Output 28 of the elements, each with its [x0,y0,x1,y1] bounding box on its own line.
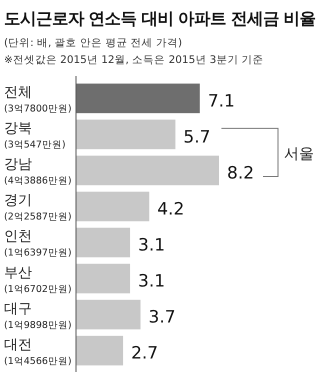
data-label: 5.7 [183,127,210,148]
chart-title: 도시근로자 연소득 대비 아파트 전세금 비율 [4,9,317,28]
data-label: 3.1 [138,272,166,292]
y-tick-label: 경기 (2억2587만원) [4,192,72,223]
bar [76,336,124,366]
bar [76,300,141,330]
y-tick-label: 강남 (4억3886만원) [4,156,72,187]
y-tick-label: 부산 (1억6702만원) [4,264,72,295]
y-tick-label: 강북 (3억547만원) [4,120,66,151]
bar [76,84,200,114]
bar [76,192,150,222]
text: ※전셋값은 2015년 12월, 소득은 2015년 3분기 기준 [4,54,264,66]
y-tick-label: 전체 (3억7800만원) [4,84,72,115]
y-tick-label: 대구 (1억9898만원) [4,300,72,331]
data-label: 4.2 [157,199,184,220]
data-label: 3.7 [148,308,176,328]
data-label: 7.1 [208,91,235,112]
bar [76,264,130,294]
text: (단위: 배, 괄호 안은 평균 전세 가격) [4,37,182,49]
data-label: 3.1 [138,236,166,256]
bar [76,156,219,186]
bar [76,228,130,258]
y-tick-label: 대전 (1억4566만원) [4,336,72,367]
data-label: 2.7 [131,344,158,364]
text: 서울 [284,144,314,162]
bar [76,120,176,150]
y-tick-label: 인천 (1억6397만원) [4,228,72,259]
data-label: 8.2 [227,163,254,184]
